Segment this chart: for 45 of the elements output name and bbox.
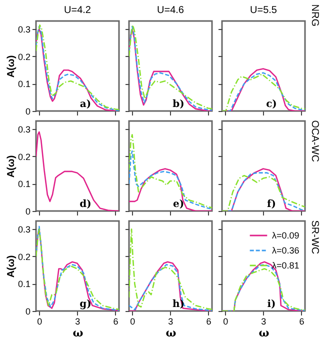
annotation: c) <box>266 99 277 110</box>
chart-title: U=5.5 <box>250 5 278 16</box>
y-tick-label: 0.3 <box>18 224 30 235</box>
x-tick-label: 3 <box>75 316 80 326</box>
y-tick-label: 0 <box>25 306 30 316</box>
y-tick-label: 0.3 <box>18 24 30 35</box>
y-tick-label: 0.1 <box>18 79 30 90</box>
annotation: d) <box>80 199 92 210</box>
annotation: f) <box>266 199 276 210</box>
annotation: a) <box>80 99 92 110</box>
legend-label: λ=0.81 <box>272 260 300 270</box>
y-tick-label: 0.2 <box>18 152 30 162</box>
y-tick-label: 0.2 <box>18 52 30 62</box>
y-tick-label: 0.1 <box>18 279 30 290</box>
annotation: e) <box>172 199 184 210</box>
annotation: b) <box>172 99 184 110</box>
y-tick-label: 0 <box>25 206 30 216</box>
legend-label: λ=0.36 <box>272 246 300 256</box>
y-tick-label: 0.1 <box>18 179 30 190</box>
annotation: g) <box>80 299 92 310</box>
y2-axis-title: OCA-WC <box>308 120 320 162</box>
y-axis-title: A(ω) <box>6 155 17 178</box>
y-tick-label: 0.3 <box>18 124 30 135</box>
x-tick-label: 0 <box>130 316 136 326</box>
chart-title: U=4.2 <box>64 5 92 16</box>
x-tick-label: 0 <box>37 316 42 326</box>
x-tick-label: 6 <box>299 316 304 326</box>
x-tick-label: 6 <box>113 316 118 326</box>
y-axis-title: A(ω) <box>6 55 17 78</box>
x-tick-label: 3 <box>261 316 266 326</box>
annotation: i) <box>267 299 276 310</box>
chart-title: U=4.6 <box>157 5 184 16</box>
y-tick-label: 0 <box>25 106 30 116</box>
line-series <box>36 131 119 211</box>
x-tick-label: 0 <box>223 316 228 326</box>
x-axis-title: ω <box>166 326 177 340</box>
legend-label: λ=0.09 <box>272 230 300 240</box>
x-axis-title: ω <box>258 326 270 340</box>
y2-axis-title: SR-WC <box>308 220 320 254</box>
x-axis-title: ω <box>72 326 84 340</box>
y2-axis-title: NRG <box>308 4 320 27</box>
x-tick-label: 6 <box>206 316 212 326</box>
y-axis-title: A(ω) <box>6 255 17 278</box>
y-tick-label: 0.2 <box>18 252 30 262</box>
x-tick-label: 3 <box>168 316 174 326</box>
